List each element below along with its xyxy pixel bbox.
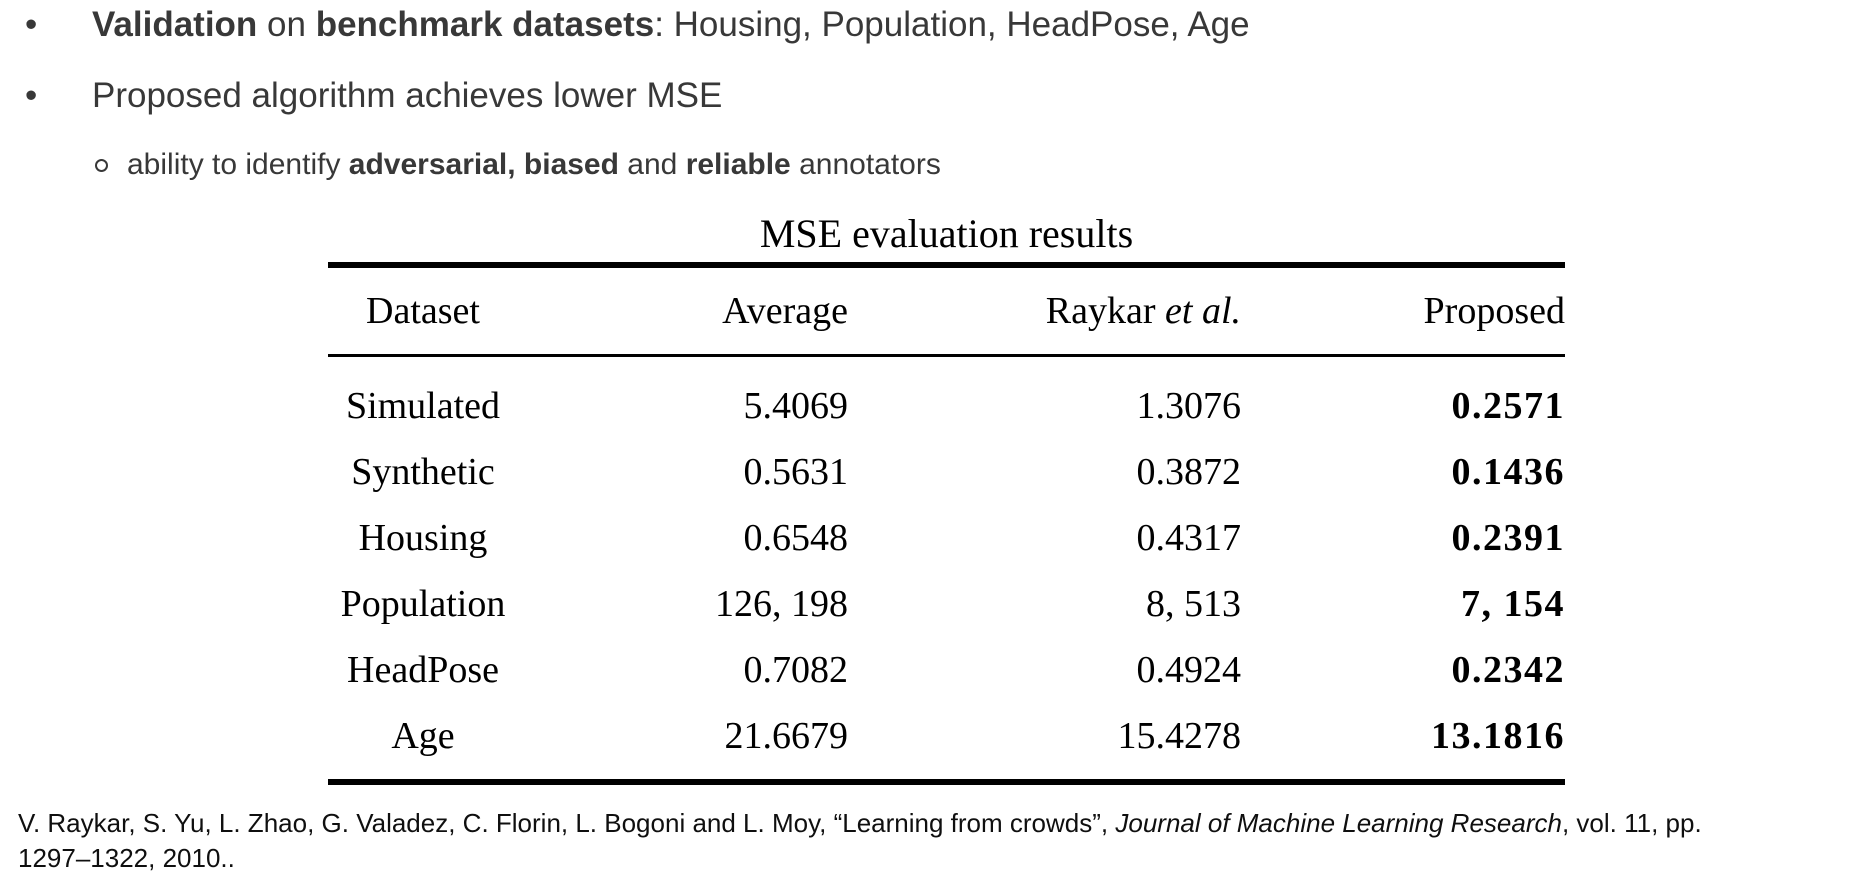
bullet1-bold-benchmark: benchmark datasets [315,5,655,44]
header-raykar-etal: et al. [1165,290,1241,332]
sub-bullet-lead: ability to identify [127,148,349,181]
mse-table: Dataset Average Raykar et al. Proposed S… [328,262,1565,785]
table-header-row: Dataset Average Raykar et al. Proposed [328,265,1565,357]
table-title: MSE evaluation results [759,211,1134,256]
cell-raykar: 15.4278 [1117,715,1242,757]
cell-dataset: Housing [358,517,488,559]
table-row: HeadPose 0.7082 0.4924 0.2342 [328,637,1565,703]
cell-raykar: 1.3076 [1136,385,1242,427]
cell-dataset: Population [340,583,506,625]
citation-authors: V. Raykar, S. Yu, L. Zhao, G. Valadez, C… [18,808,1116,838]
cell-dataset: Simulated [345,385,501,427]
cell-raykar: 8, 513 [1146,583,1241,625]
bullet1-tail: : Housing, Population, HeadPose, Age [654,5,1250,44]
cell-proposed: 7, 154 [1461,583,1565,625]
bullet-dot-icon: • [25,76,38,115]
cell-average: 0.7082 [743,649,849,691]
cell-average: 21.6679 [724,715,849,757]
bullet1-bold-validation: Validation [92,5,258,44]
bullet-item-validation: • Validation on benchmark datasets: Housi… [25,3,1250,47]
table-row: Synthetic 0.5631 0.3872 0.1436 [328,439,1565,505]
bullet-item-proposed: • Proposed algorithm achieves lower MSE [25,74,722,118]
cell-average: 5.4069 [743,385,849,427]
header-average: Average [518,265,848,357]
citation-volume: , vol. 11, pp. [1561,808,1702,838]
header-raykar-name: Raykar [1045,290,1166,332]
bullet1-mid: on [257,5,316,44]
header-proposed: Proposed [1241,265,1565,357]
sub-bullet-bold-adversarial: adversarial, biased [348,148,619,181]
cell-raykar: 0.4317 [1136,517,1242,559]
sub-bullet-mid: and [618,148,686,181]
cell-proposed: 0.2342 [1451,649,1565,691]
cell-proposed: 0.1436 [1451,451,1565,493]
cell-raykar: 0.4924 [1136,649,1242,691]
cell-raykar: 0.3872 [1136,451,1242,493]
sub-bullet-circle-icon [95,159,108,172]
citation-line2: 1297–1322, 2010.. [18,843,235,873]
table-row: Housing 0.6548 0.4317 0.2391 [328,505,1565,571]
cell-dataset: Age [391,715,455,757]
header-dataset: Dataset [328,265,518,357]
cell-proposed: 0.2391 [1451,517,1565,559]
sub-bullet-item-annotators: ability to identify adversarial, biased … [95,146,941,184]
cell-proposed: 0.2571 [1451,385,1565,427]
bullet-dot-icon: • [25,5,38,44]
bullet1-text: Validation on benchmark datasets: Housin… [92,5,1250,44]
cell-average: 126, 198 [715,583,848,625]
citation-journal: Journal of Machine Learning Research [1115,808,1562,838]
cell-average: 0.6548 [743,517,849,559]
cell-proposed: 13.1816 [1431,715,1565,757]
sub-bullet-bold-reliable: reliable [685,148,791,181]
cell-dataset: HeadPose [347,649,499,691]
sub-bullet-tail: annotators [790,148,941,181]
bullet2-text: Proposed algorithm achieves lower MSE [92,76,723,115]
table-row: Population 126, 198 8, 513 7, 154 [328,571,1565,637]
cell-average: 0.5631 [743,451,849,493]
header-raykar: Raykar et al. [848,265,1241,357]
cell-dataset: Synthetic [351,451,495,493]
table-row: Age 21.6679 15.4278 13.1816 [328,703,1565,782]
table-row: Simulated 5.4069 1.3076 0.2571 [328,356,1565,440]
citation-line1: V. Raykar, S. Yu, L. Zhao, G. Valadez, C… [18,806,1702,841]
citation: V. Raykar, S. Yu, L. Zhao, G. Valadez, C… [18,806,1702,876]
mse-table-block: MSE evaluation results Dataset Average R… [328,206,1565,785]
sub-bullet-text: ability to identify adversarial, biased … [127,148,941,181]
